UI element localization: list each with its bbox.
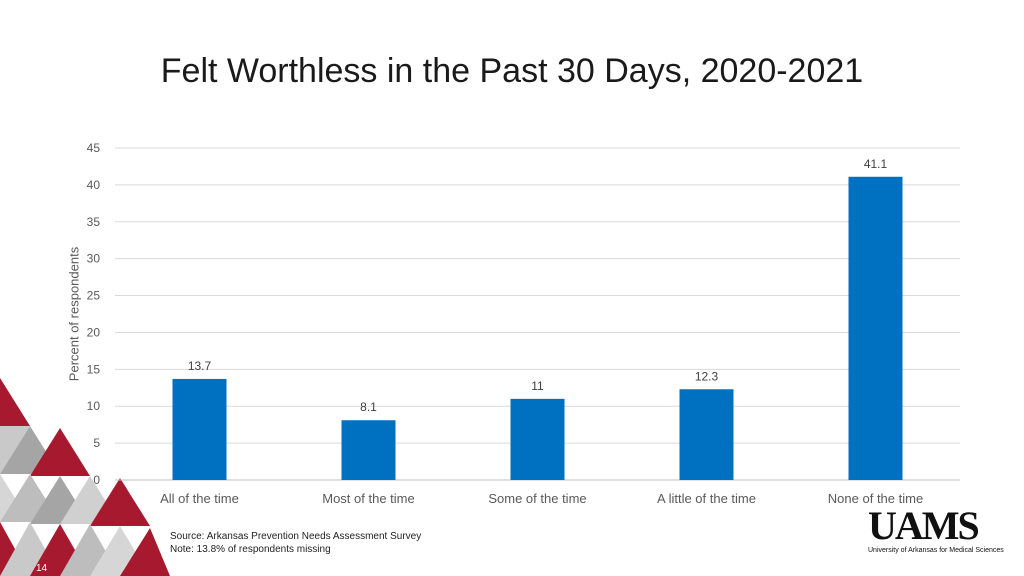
data-label: 11: [531, 379, 544, 393]
bar: [848, 176, 903, 481]
y-tick-label: 0: [93, 473, 100, 487]
logo-text: UAMS: [868, 503, 980, 548]
bar: [341, 420, 396, 480]
y-tick-label: 30: [87, 252, 101, 266]
source-note: Source: Arkansas Prevention Needs Assess…: [170, 531, 422, 542]
y-tick-label: 5: [93, 436, 100, 450]
y-tick-label: 10: [87, 399, 101, 413]
bar: [679, 389, 734, 480]
data-label: 12.3: [695, 369, 719, 383]
slide-number: 14: [36, 563, 48, 574]
y-tick-label: 15: [87, 362, 101, 376]
bar: [172, 378, 227, 480]
data-label: 8.1: [360, 400, 377, 414]
x-tick-label: None of the time: [828, 491, 923, 506]
uams-logo: UAMS University of Arkansas for Medical …: [868, 503, 1004, 556]
y-tick-label: 20: [87, 325, 101, 339]
x-tick-label: Most of the time: [322, 491, 414, 506]
x-tick-label: All of the time: [160, 491, 239, 506]
missing-note: Note: 13.8% of respondents missing: [170, 544, 331, 555]
y-tick-label: 45: [87, 141, 101, 155]
y-tick-label: 25: [87, 289, 101, 303]
chart-title: Felt Worthless in the Past 30 Days, 2020…: [160, 52, 864, 90]
data-label: 41.1: [864, 157, 888, 171]
y-tick-label: 40: [87, 178, 101, 192]
logo-subtitle: University of Arkansas for Medical Scien…: [868, 547, 1004, 554]
x-tick-label: A little of the time: [657, 491, 756, 506]
decorative-triangle-pattern: [0, 378, 170, 576]
y-tick-label: 35: [87, 215, 101, 229]
bar: [510, 398, 565, 480]
x-tick-label: Some of the time: [488, 491, 586, 506]
data-label: 13.7: [188, 359, 212, 373]
